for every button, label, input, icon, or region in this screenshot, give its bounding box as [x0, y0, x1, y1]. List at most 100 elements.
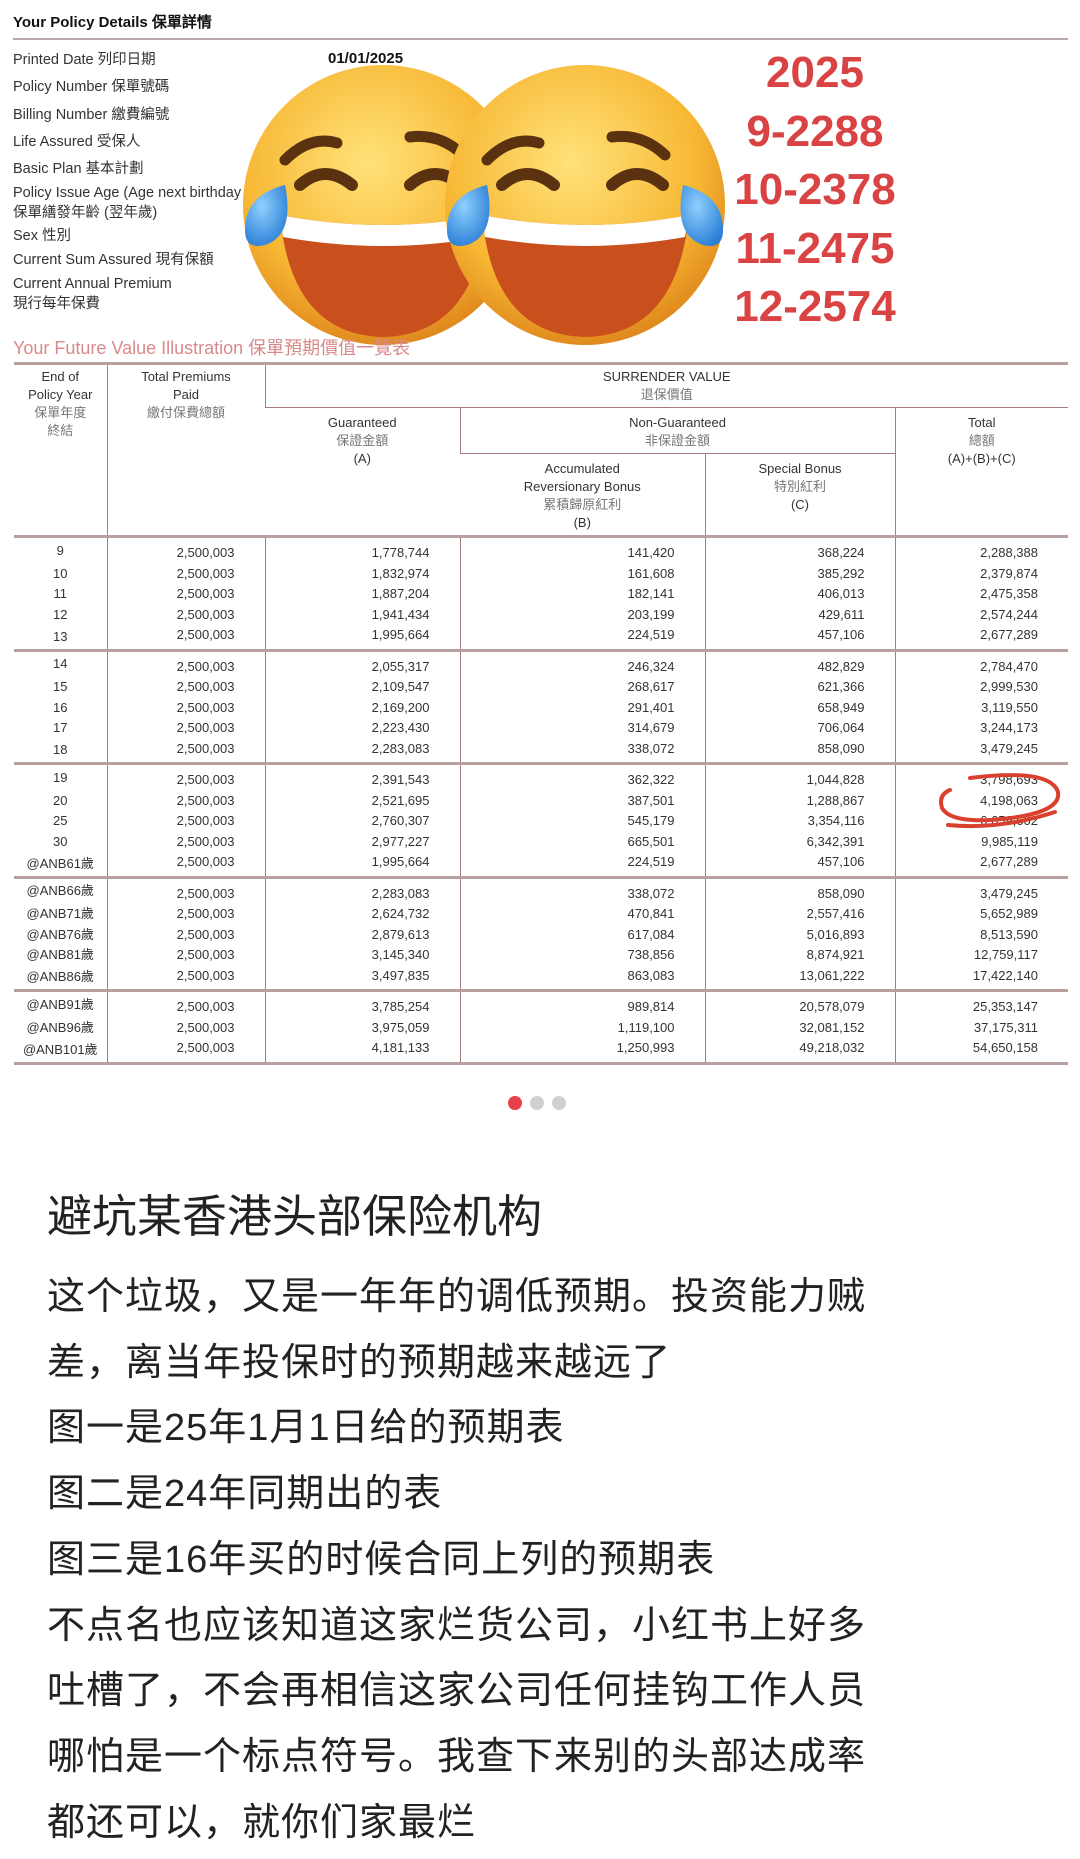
- cell-total-premiums: 2,500,003: [106, 604, 265, 625]
- cell-reversionary-bonus: 291,401: [459, 697, 705, 718]
- cell-reversionary-bonus: 989,814: [459, 990, 705, 1018]
- cell-special-bonus: 2,557,416: [704, 904, 895, 925]
- header-text: SURRENDER VALUE: [602, 369, 731, 384]
- field-basic-plan: Basic Plan 基本計劃: [13, 161, 144, 177]
- carousel-indicator: [508, 1096, 566, 1110]
- cell-total-premiums: 2,500,003: [106, 584, 265, 605]
- header-text: Total Premiums: [141, 369, 231, 384]
- cell-guaranteed: 2,283,083: [264, 738, 460, 765]
- cell-reversionary-bonus: 1,119,100: [459, 1017, 705, 1038]
- cell-total-premiums: 2,500,003: [106, 790, 265, 811]
- cell-reversionary-bonus: 338,072: [459, 738, 705, 765]
- header-text: 總額: [968, 433, 995, 448]
- cell-reversionary-bonus: 617,084: [459, 924, 705, 945]
- cell-special-bonus: 457,106: [704, 625, 895, 652]
- cell-policy-year: 17: [53, 720, 68, 735]
- cell-special-bonus: 621,366: [704, 677, 895, 698]
- cell-special-bonus: 858,090: [704, 738, 895, 765]
- cell-total: 2,288,388: [894, 536, 1068, 564]
- cell-reversionary-bonus: 314,679: [459, 718, 705, 739]
- carousel-dot[interactable]: [552, 1096, 566, 1110]
- cell-reversionary-bonus: 203,199: [459, 604, 705, 625]
- field-annual-premium-cn: 現行每年保費: [13, 296, 100, 312]
- illustration-title: Your Future Value Illustration 保單預期價值一覽表: [13, 338, 411, 358]
- cell-special-bonus: 20,578,079: [704, 990, 895, 1018]
- post-body-line: 这个垃圾，又是一年年的调低预期。投资能力贼: [47, 1276, 867, 1318]
- cell-total: 17,422,140: [894, 965, 1068, 992]
- table-row: 16 2,500,003 2,169,200 291,401 658,949 3,119,…: [14, 697, 1068, 718]
- cell-reversionary-bonus: 268,617: [459, 677, 705, 698]
- cell-total: 2,677,289: [894, 852, 1068, 879]
- table-row: @ANB81歲 2,500,003 3,145,340 738,856 8,874,92…: [14, 945, 1068, 966]
- cell-total-premiums: 2,500,003: [106, 965, 265, 992]
- header-text: Reversionary Bonus: [523, 479, 641, 494]
- field-sum-assured: Current Sum Assured 現有保額: [13, 252, 214, 268]
- cell-total-premiums: 2,500,003: [106, 1017, 265, 1038]
- future-value-table: End of Policy Year 保單年度 終結 Total Premium…: [14, 362, 1068, 1065]
- cell-policy-year: 19: [53, 769, 68, 785]
- post-body-line: 图三是16年买的时候合同上列的预期表: [47, 1538, 716, 1581]
- cell-total-premiums: 2,500,003: [106, 924, 265, 945]
- carousel-dot[interactable]: [530, 1096, 544, 1110]
- header-text: Guaranteed: [327, 415, 397, 430]
- cell-guaranteed: 3,785,254: [264, 990, 460, 1018]
- header-text: 終結: [47, 423, 74, 438]
- header-text: (C): [790, 497, 810, 512]
- cell-special-bonus: 5,016,893: [704, 924, 895, 945]
- header-text: 退保價值: [640, 387, 693, 402]
- header-total: Total 總額 (A)+(B)+(C): [894, 407, 1068, 538]
- cell-total: 37,175,311: [894, 1017, 1068, 1038]
- cell-guaranteed: 2,760,307: [264, 811, 460, 832]
- header-text: 保單年度: [34, 405, 87, 420]
- cell-guaranteed: 2,169,200: [264, 697, 460, 718]
- note-year: 2025: [766, 48, 864, 97]
- carousel-dot[interactable]: [508, 1096, 522, 1110]
- cell-total-premiums: 2,500,003: [106, 625, 265, 652]
- field-sex: Sex 性別: [13, 228, 72, 244]
- cell-guaranteed: 2,109,547: [264, 677, 460, 698]
- cell-policy-year: 9: [56, 542, 64, 558]
- post-body-line: 不点名也应该知道这家烂货公司，小红书上好多: [47, 1604, 867, 1647]
- cell-policy-year: @ANB101歲: [14, 1038, 107, 1065]
- cell-reversionary-bonus: 338,072: [459, 877, 705, 904]
- cell-guaranteed: 4,181,133: [264, 1038, 460, 1065]
- cell-guaranteed: 2,055,317: [264, 650, 460, 677]
- table-row: 19 2,500,003 2,391,543 362,322 1,044,828 3,79…: [14, 763, 1068, 791]
- header-surrender-value: SURRENDER VALUE 退保價值: [264, 362, 1068, 408]
- table-body: 9 2,500,003 1,778,744 141,420 368,224 2,288,3…: [14, 536, 1068, 1065]
- cell-reversionary-bonus: 224,519: [459, 852, 705, 879]
- note-year-11: 11-2475: [735, 223, 895, 273]
- cell-total-premiums: 2,500,003: [106, 811, 265, 832]
- cell-total: 4,198,063: [894, 790, 1068, 811]
- cell-special-bonus: 8,874,921: [704, 945, 895, 966]
- red-circle-annotation: [939, 773, 1061, 829]
- header-special-bonus: Special Bonus 特別紅利 (C): [704, 453, 895, 538]
- cell-policy-year: @ANB91歲: [26, 996, 94, 1012]
- cell-reversionary-bonus: 738,856: [459, 945, 705, 966]
- cell-total-premiums: 2,500,003: [106, 650, 265, 677]
- cell-policy-year: 10: [53, 565, 68, 581]
- cell-guaranteed: 1,887,204: [264, 584, 460, 605]
- cell-special-bonus: 658,949: [704, 697, 895, 718]
- cell-policy-year: 11: [53, 586, 68, 601]
- cell-total: 2,379,874: [894, 563, 1068, 584]
- cell-total-premiums: 2,500,003: [106, 1038, 265, 1065]
- cell-total-premiums: 2,500,003: [106, 945, 265, 966]
- cell-special-bonus: 482,829: [704, 650, 895, 677]
- policy-details-heading: Your Policy Details 保單詳情: [13, 14, 212, 31]
- cell-total-premiums: 2,500,003: [106, 852, 265, 879]
- cell-special-bonus: 406,013: [704, 584, 895, 605]
- cell-guaranteed: 3,497,835: [264, 965, 460, 992]
- note-year-12: 12-2574: [734, 282, 896, 331]
- cell-reversionary-bonus: 161,608: [459, 563, 705, 584]
- table-row: 13 2,500,003 1,995,664 224,519 457,106 2,677,…: [14, 625, 1068, 652]
- cell-guaranteed: 2,879,613: [264, 924, 460, 945]
- field-annual-premium: Current Annual Premium: [13, 276, 172, 292]
- cell-total: 25,353,147: [894, 990, 1068, 1018]
- laughing-emoji-sticker: [243, 65, 725, 345]
- cell-policy-year: @ANB66歲: [26, 883, 94, 898]
- table-row: @ANB61歲 2,500,003 1,995,664 224,519 457,106 2…: [14, 852, 1068, 879]
- cell-total-premiums: 2,500,003: [106, 904, 265, 925]
- cell-total-premiums: 2,500,003: [106, 677, 265, 698]
- cell-special-bonus: 858,090: [704, 877, 895, 904]
